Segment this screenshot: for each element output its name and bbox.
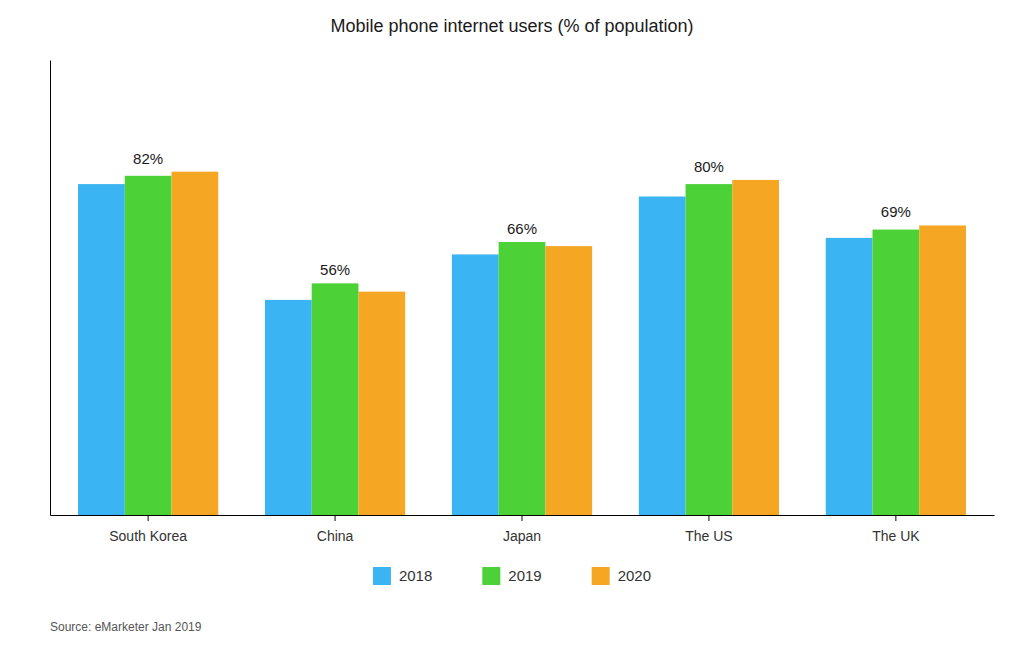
x-axis: South Korea China Japan The US The UK: [51, 515, 995, 544]
bar: [78, 184, 125, 515]
bar: [358, 292, 405, 515]
legend-label: 2020: [618, 567, 651, 584]
x-tick-mark: [335, 515, 336, 521]
bar: [125, 176, 172, 515]
x-tick-mark: [148, 515, 149, 521]
x-tick: Japan: [503, 515, 541, 544]
legend-label: 2019: [508, 567, 541, 584]
legend-label: 2018: [399, 567, 432, 584]
legend: 2018 2019 2020: [373, 567, 651, 585]
x-tick-label: China: [317, 528, 354, 544]
x-tick: South Korea: [109, 515, 187, 544]
data-label: 82%: [133, 150, 163, 167]
y-axis: [50, 61, 51, 516]
legend-item: 2019: [482, 567, 541, 585]
data-label: 56%: [320, 261, 350, 278]
legend-item: 2020: [592, 567, 651, 585]
bar: [872, 230, 919, 515]
x-tick-label: South Korea: [109, 528, 187, 544]
title: Mobile phone internet users (% of popula…: [330, 16, 693, 36]
plot-area: [78, 172, 966, 515]
x-tick: The US: [685, 515, 732, 544]
bar: [452, 254, 499, 515]
legend-item: 2018: [373, 567, 432, 585]
x-tick-label: The UK: [872, 528, 920, 544]
x-tick: The UK: [872, 515, 920, 544]
x-tick: China: [317, 515, 354, 544]
bar: [919, 225, 966, 515]
data-label: 80%: [694, 158, 724, 175]
source: Source: eMarketer Jan 2019: [50, 620, 202, 634]
data-label: 66%: [507, 220, 537, 237]
data-label: 69%: [881, 203, 911, 220]
x-tick-label: Japan: [503, 528, 541, 544]
x-tick-mark: [708, 515, 709, 521]
chart: Mobile phone internet users (% of popula…: [0, 0, 1024, 645]
bar-series: [172, 172, 966, 515]
y-axis-line: [50, 61, 51, 516]
x-tick-label: The US: [685, 528, 732, 544]
x-tick-mark: [895, 515, 896, 521]
bar: [312, 283, 359, 515]
bar: [172, 172, 219, 515]
bar: [499, 242, 546, 515]
data-labels: 82% 56% 66% 80% 69%: [133, 150, 911, 279]
x-tick-mark: [522, 515, 523, 521]
bar-series: [125, 176, 919, 515]
legend-swatch: [373, 567, 391, 585]
bar: [826, 238, 873, 515]
bar: [265, 300, 312, 515]
bar: [686, 184, 733, 515]
bar: [545, 246, 592, 515]
legend-swatch: [592, 567, 610, 585]
bar: [639, 197, 686, 516]
legend-swatch: [482, 567, 500, 585]
bar: [732, 180, 779, 515]
